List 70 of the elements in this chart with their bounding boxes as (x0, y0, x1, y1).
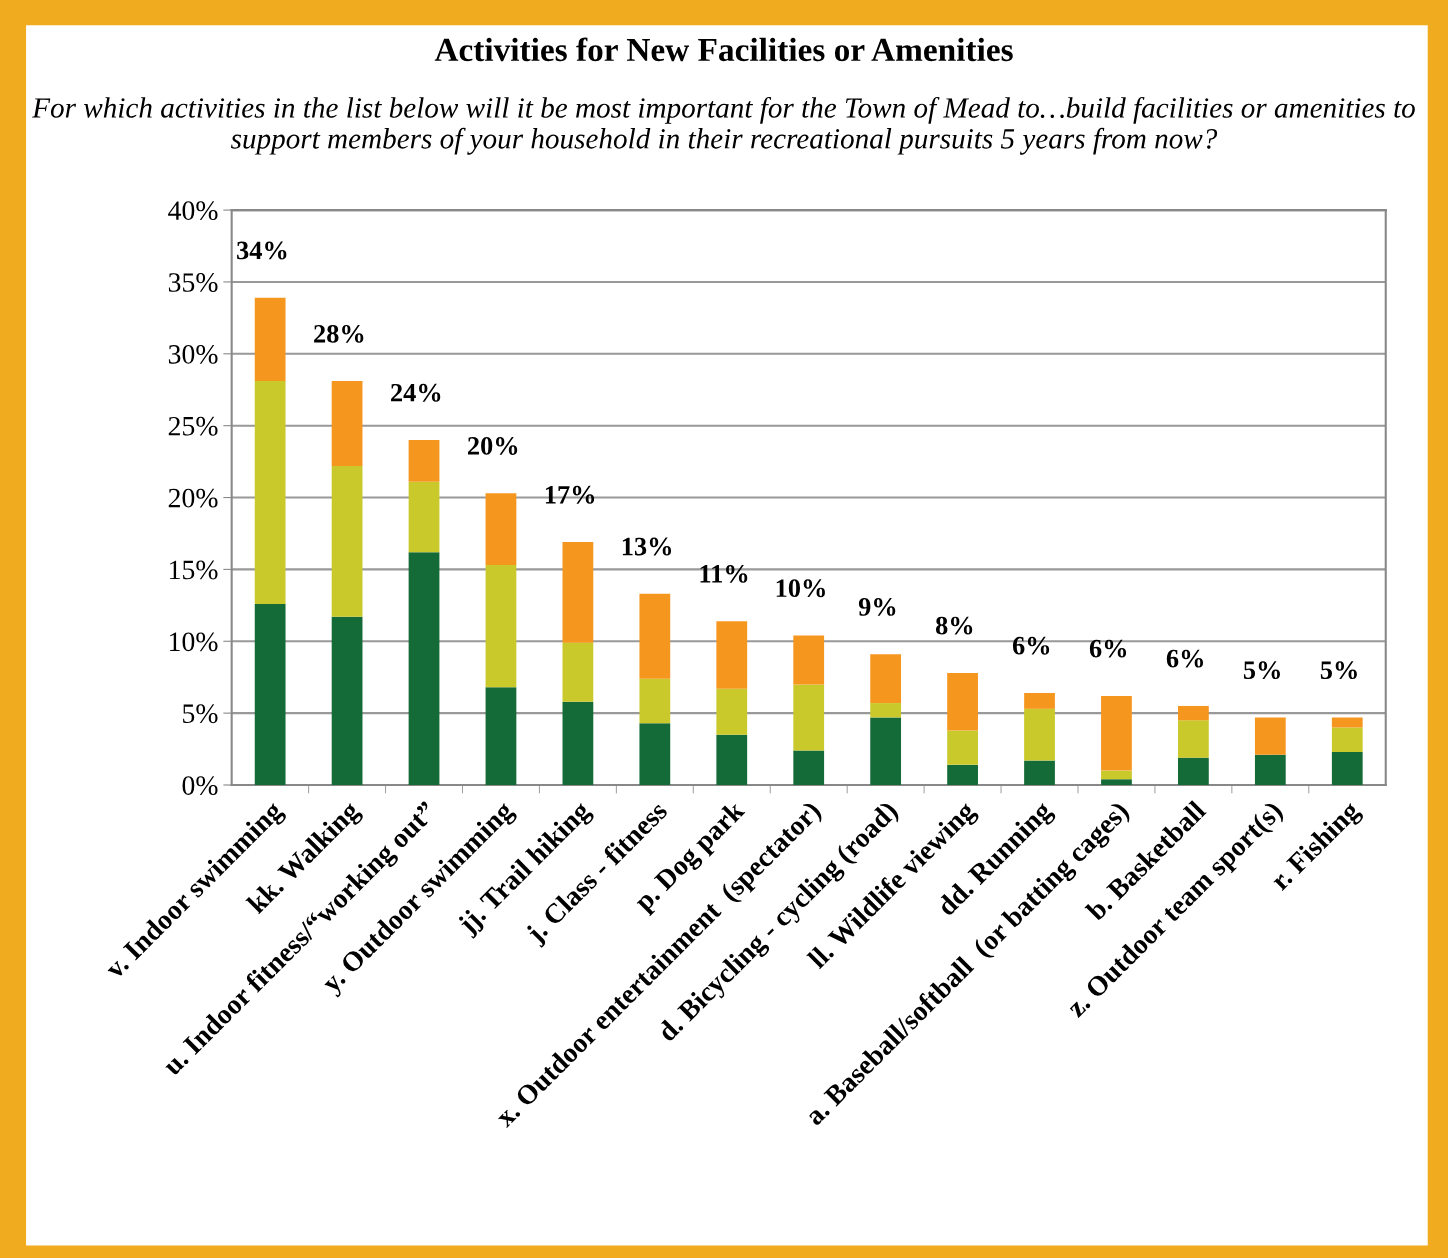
bar (870, 703, 902, 718)
y-tick-label: 15% (170, 560, 218, 580)
bar (562, 642, 594, 702)
total-label: 11% (700, 564, 748, 583)
total-label: 10% (776, 579, 825, 598)
bar (1101, 770, 1132, 780)
total-label: 5% (1320, 661, 1357, 680)
bar (408, 481, 440, 553)
bar (870, 654, 902, 704)
bar (1101, 779, 1132, 785)
bar (408, 552, 440, 785)
bar (562, 542, 594, 643)
bar (485, 565, 517, 688)
bar (485, 687, 517, 785)
y-tick-label: 0% (182, 776, 218, 795)
bar (716, 688, 748, 735)
chart-subtitle: For which activities in the list below will it be most important for the Town of Mead to…build facilities or amenities to support members of your household in their recreational pursuits 5 years from now? (32, 96, 1415, 155)
bar (1331, 751, 1363, 785)
bar (793, 635, 825, 685)
bar (331, 381, 363, 466)
total-label: 13% (622, 537, 672, 556)
bar (1024, 708, 1055, 761)
total-label: 17% (545, 485, 595, 504)
bar (639, 678, 671, 724)
bar (331, 465, 363, 617)
bar (1331, 727, 1363, 752)
total-label: 6% (1089, 639, 1127, 658)
y-tick-label: 10% (170, 632, 218, 652)
bar (716, 734, 748, 785)
bar (639, 723, 671, 785)
y-tick-label: 35% (168, 273, 218, 292)
total-label: 20% (467, 437, 518, 455)
y-tick-label: 20% (168, 488, 218, 508)
y-tick-label: 30% (168, 344, 218, 364)
bar (254, 603, 286, 785)
total-label: 34% (237, 241, 287, 260)
bar (1024, 760, 1055, 785)
y-tick-label: 25% (168, 416, 218, 436)
y-tick-label: 5% (183, 704, 218, 724)
total-label: 5% (1243, 661, 1280, 680)
total-label: 24% (391, 383, 441, 402)
total-label: 6% (1166, 649, 1204, 668)
bar (331, 616, 363, 785)
bar (1254, 754, 1286, 785)
chart-title: Activities for New Facilities or Amenities (434, 37, 1013, 62)
bar (947, 730, 978, 765)
bar (1178, 705, 1209, 721)
bar (562, 701, 594, 785)
bar (254, 297, 286, 382)
bar (1101, 695, 1132, 771)
bar (1254, 717, 1286, 755)
bar (408, 440, 440, 482)
bar (947, 764, 978, 785)
bar (254, 381, 286, 604)
bar (485, 493, 517, 566)
bar (1024, 693, 1055, 709)
bar (947, 672, 978, 731)
total-label: 6% (1012, 636, 1050, 655)
bar (639, 593, 671, 679)
bar (1178, 757, 1209, 785)
y-tick-label: 40% (168, 201, 218, 221)
bar (793, 750, 825, 785)
bar (716, 621, 748, 689)
total-label: 9% (858, 597, 896, 616)
total-label: 28% (314, 324, 364, 343)
total-label: 8% (935, 616, 973, 635)
bar (1331, 717, 1363, 728)
bar (870, 717, 902, 785)
bar (1178, 720, 1209, 758)
bar (793, 684, 825, 751)
